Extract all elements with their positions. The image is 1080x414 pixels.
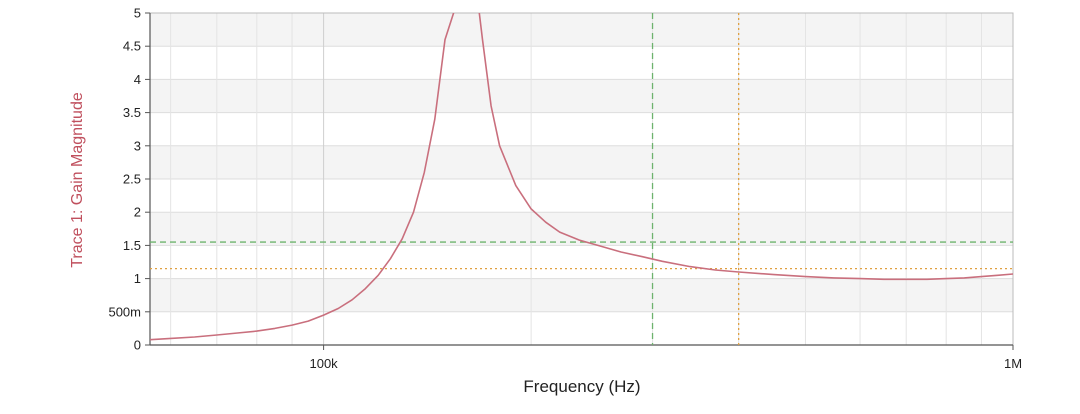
y-tick-label: 4 xyxy=(134,72,141,87)
plot-band xyxy=(150,79,1013,113)
y-tick-label: 2 xyxy=(134,205,141,220)
y-axis-label: Trace 1: Gain Magnitude xyxy=(69,92,86,268)
trace-layer xyxy=(150,13,1013,341)
grid-lines xyxy=(149,12,1014,346)
y-tick-label: 4.5 xyxy=(123,39,141,54)
y-tick-label: 500m xyxy=(108,304,141,319)
y-tick-label: 3.5 xyxy=(123,105,141,120)
plot-band xyxy=(150,278,1013,312)
y-tick-label: 1.5 xyxy=(123,238,141,253)
y-tick-label: 1 xyxy=(134,271,141,286)
x-tick-label: 100k xyxy=(309,356,338,371)
y-axis-ticks: 0 500m 1 1.5 2 2.5 3 3.5 4 4.5 5 xyxy=(108,6,150,353)
plot-band xyxy=(150,145,1013,179)
x-axis-ticks: 100k 1M xyxy=(309,345,1022,371)
y-tick-label: 3 xyxy=(134,138,141,153)
y-tick-label: 5 xyxy=(134,6,141,21)
y-tick-label: 0 xyxy=(134,338,141,353)
cursor-lines xyxy=(150,13,1013,345)
plot-band xyxy=(150,212,1013,246)
x-tick-label: 1M xyxy=(1004,356,1022,371)
x-axis-label: Frequency (Hz) xyxy=(523,377,640,396)
plot-band xyxy=(150,13,1013,47)
trace-line xyxy=(150,13,1013,341)
y-tick-label: 2.5 xyxy=(123,172,141,187)
